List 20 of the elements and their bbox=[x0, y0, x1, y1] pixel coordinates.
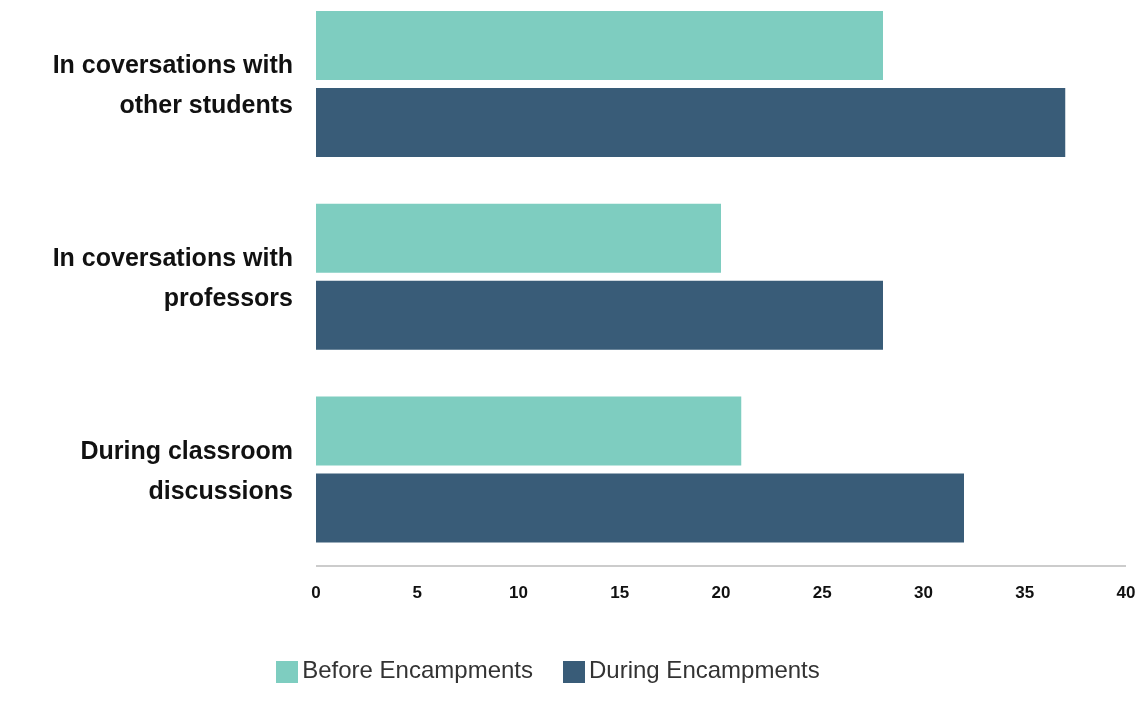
x-tick-label: 20 bbox=[711, 583, 731, 603]
bar bbox=[316, 396, 742, 466]
x-tick-label: 10 bbox=[509, 583, 528, 603]
y-tick-label: In coversations with other students bbox=[51, 49, 293, 121]
bar bbox=[316, 88, 1066, 158]
x-tick-label: 5 bbox=[412, 583, 422, 603]
x-tick-label: 0 bbox=[311, 583, 321, 603]
x-tick-label: 30 bbox=[914, 583, 933, 603]
y-tick-label: In coversations with professors bbox=[51, 242, 293, 313]
legend-label: During Encampments bbox=[589, 656, 820, 683]
x-tick-label: 35 bbox=[1015, 583, 1035, 603]
bar bbox=[316, 473, 964, 543]
legend-label: Before Encampments bbox=[302, 656, 533, 683]
x-tick-label: 25 bbox=[812, 583, 832, 603]
bar bbox=[316, 280, 883, 350]
x-tick-label: 15 bbox=[610, 583, 630, 603]
y-tick-label: During classroom discussions bbox=[79, 434, 293, 506]
bar bbox=[316, 11, 883, 81]
x-tick-label: 40 bbox=[1116, 583, 1136, 603]
bar bbox=[316, 203, 721, 273]
